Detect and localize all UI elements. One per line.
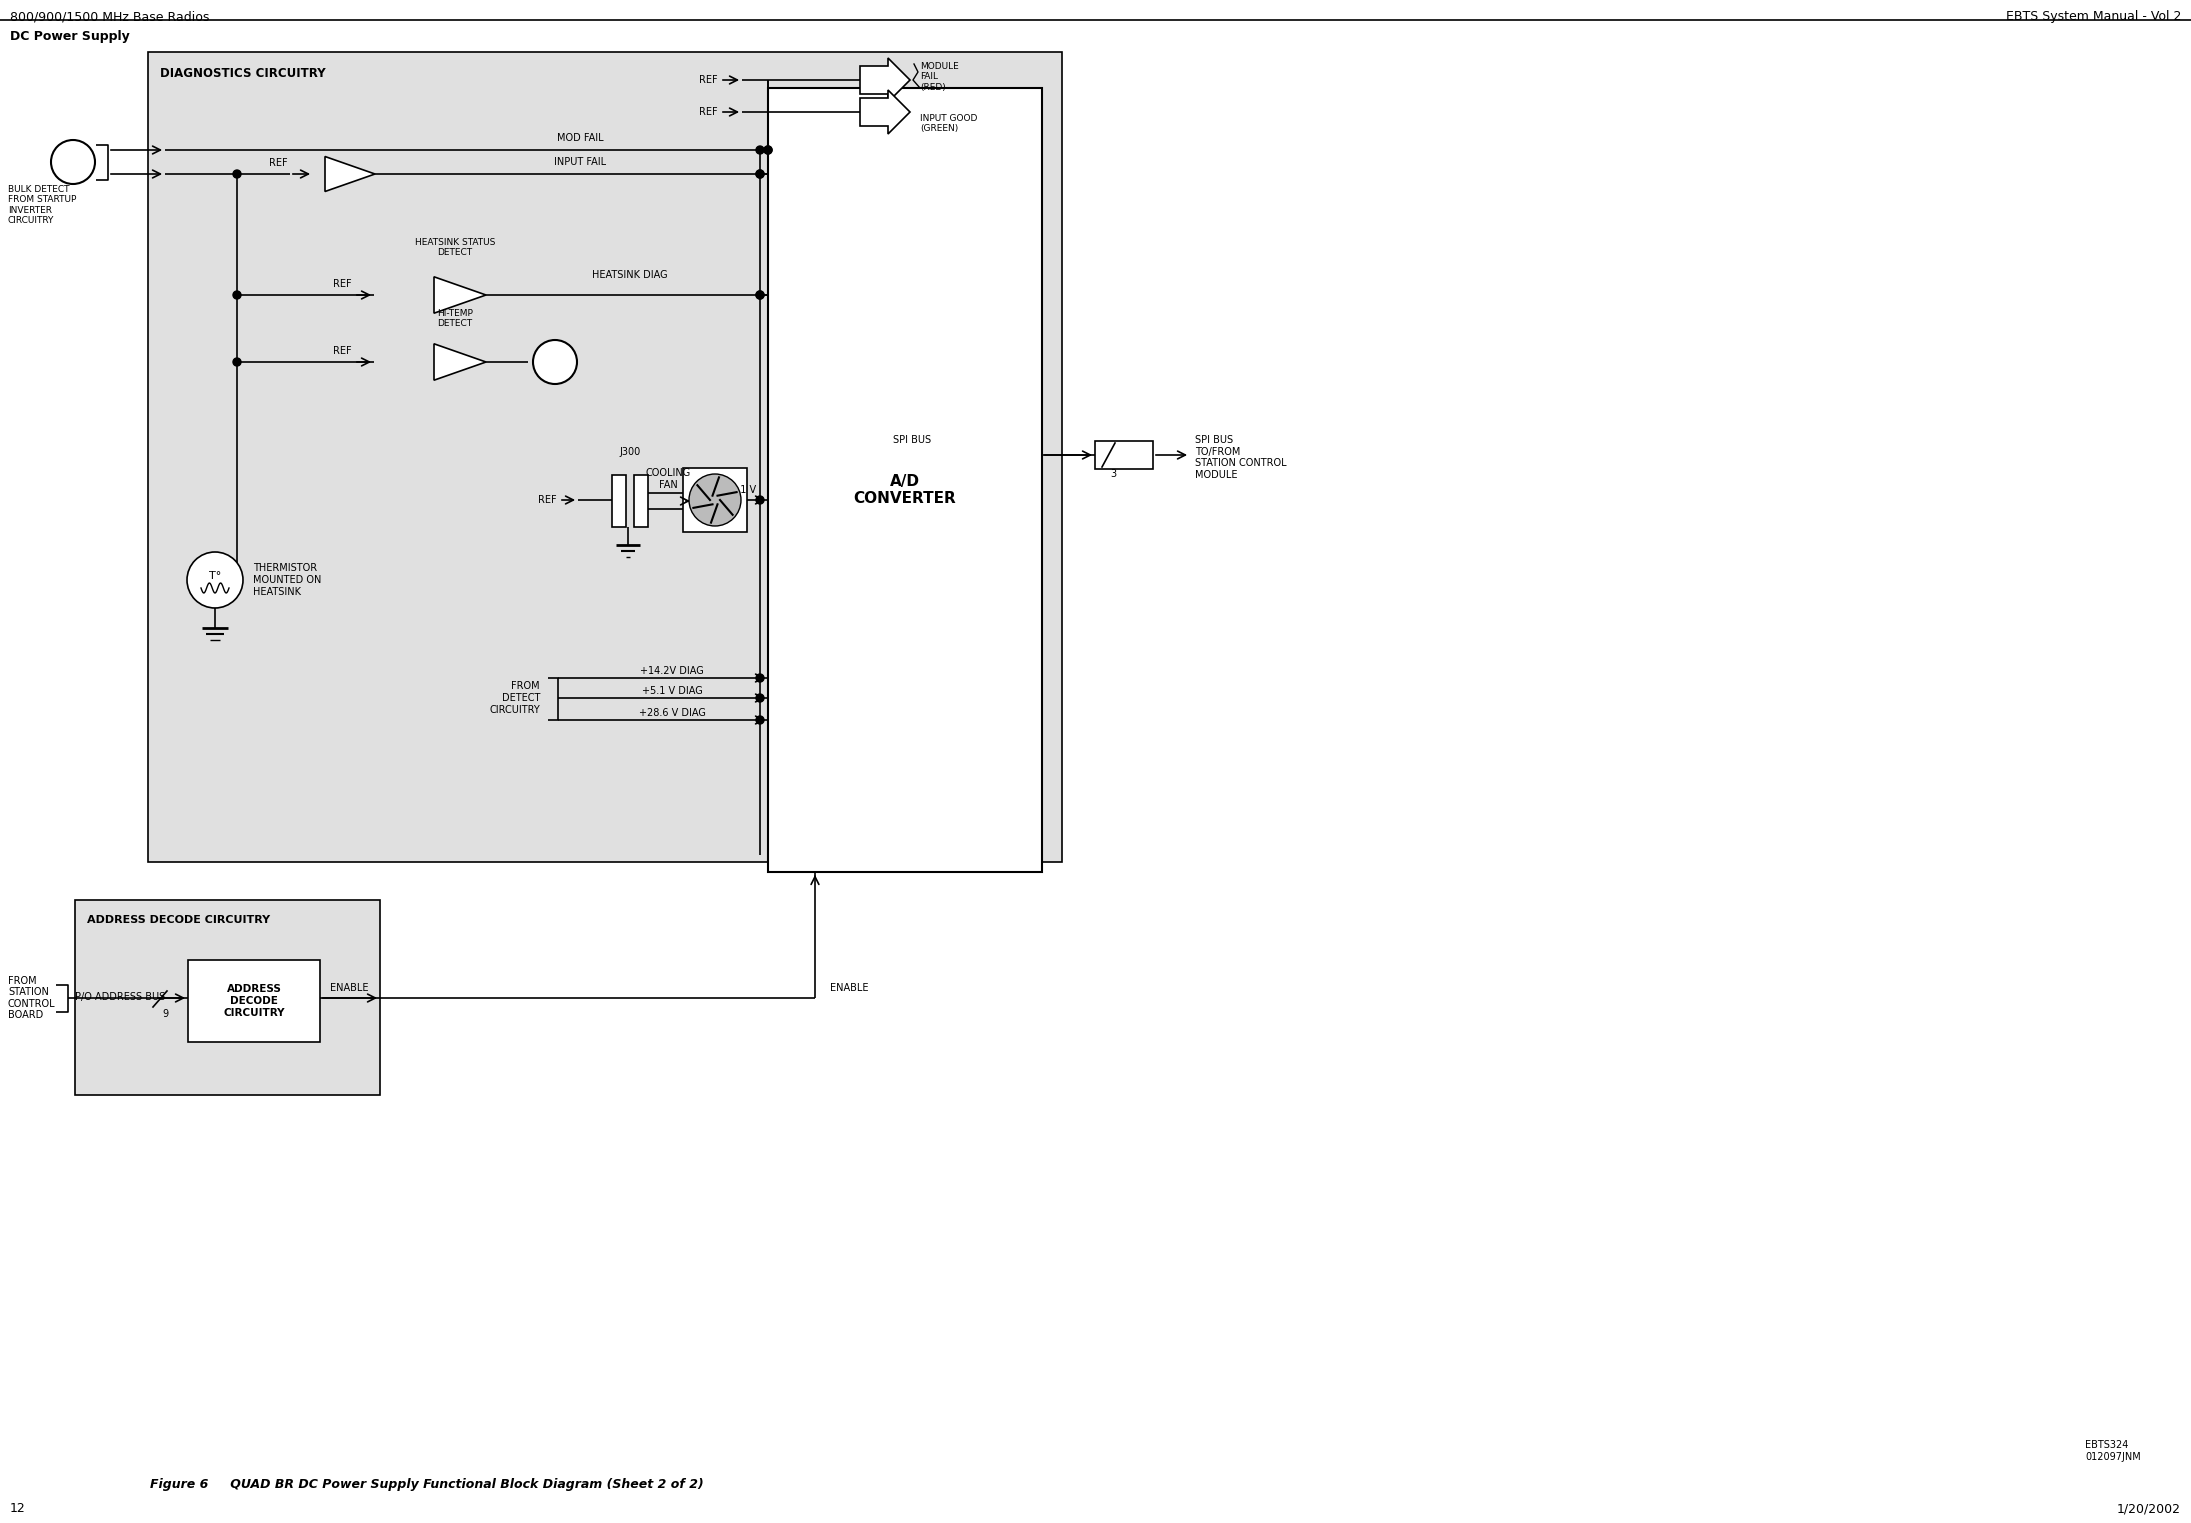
Text: REF: REF	[699, 75, 719, 85]
Text: 3: 3	[1111, 469, 1115, 480]
Text: P/O ADDRESS BUS: P/O ADDRESS BUS	[74, 991, 164, 1002]
Polygon shape	[434, 344, 486, 381]
Circle shape	[532, 340, 576, 384]
Text: 9: 9	[162, 1010, 169, 1019]
Text: A: A	[550, 355, 561, 369]
Bar	[769, 88, 1043, 873]
Bar	[1096, 442, 1152, 469]
Text: +28.6 V DIAG: +28.6 V DIAG	[638, 708, 706, 717]
Text: Figure 6     QUAD BR DC Power Supply Functional Block Diagram (Sheet 2 of 2): Figure 6 QUAD BR DC Power Supply Functio…	[149, 1477, 703, 1491]
Text: REF: REF	[333, 346, 353, 356]
Circle shape	[765, 146, 771, 154]
Text: SPI BUS: SPI BUS	[894, 436, 931, 445]
Text: 12: 12	[11, 1502, 26, 1515]
Text: T°: T°	[208, 571, 221, 580]
Text: SPI BUS
TO/FROM
STATION CONTROL
MODULE: SPI BUS TO/FROM STATION CONTROL MODULE	[1194, 436, 1286, 480]
Text: REF: REF	[333, 279, 353, 289]
Text: FROM
STATION
CONTROL
BOARD: FROM STATION CONTROL BOARD	[9, 976, 55, 1020]
Text: MODULE
FAIL
(RED): MODULE FAIL (RED)	[920, 62, 960, 91]
Text: 1/20/2002: 1/20/2002	[2117, 1502, 2180, 1515]
Text: +14.2V DIAG: +14.2V DIAG	[640, 666, 703, 676]
Polygon shape	[434, 277, 486, 314]
Text: REF: REF	[269, 158, 287, 168]
Circle shape	[756, 716, 765, 723]
Text: EBTS324
012097JNM: EBTS324 012097JNM	[2086, 1441, 2141, 1462]
Text: FROM
DETECT
CIRCUITRY: FROM DETECT CIRCUITRY	[489, 681, 539, 714]
Polygon shape	[861, 58, 909, 102]
Circle shape	[232, 171, 241, 178]
Text: REF: REF	[699, 107, 719, 117]
Circle shape	[756, 291, 765, 299]
Text: BULK DETECT
FROM STARTUP
INVERTER
CIRCUITRY: BULK DETECT FROM STARTUP INVERTER CIRCUI…	[9, 184, 77, 225]
Polygon shape	[324, 157, 375, 192]
Text: +5.1 V DIAG: +5.1 V DIAG	[642, 685, 703, 696]
Text: INPUT FAIL: INPUT FAIL	[554, 157, 607, 168]
Circle shape	[756, 496, 765, 504]
Bar	[74, 900, 379, 1095]
Text: HEATSINK DIAG: HEATSINK DIAG	[592, 270, 668, 280]
Text: ADDRESS DECODE CIRCUITRY: ADDRESS DECODE CIRCUITRY	[88, 915, 269, 924]
Circle shape	[756, 171, 765, 178]
Circle shape	[756, 694, 765, 702]
Text: REF: REF	[539, 495, 557, 506]
Text: ADDRESS
DECODE
CIRCUITRY: ADDRESS DECODE CIRCUITRY	[223, 984, 285, 1017]
Text: B: B	[68, 155, 79, 169]
Circle shape	[765, 146, 771, 154]
Circle shape	[688, 474, 741, 525]
Circle shape	[186, 551, 243, 608]
Bar	[633, 475, 649, 527]
Bar	[611, 475, 627, 527]
Text: EBTS System Manual - Vol 2: EBTS System Manual - Vol 2	[2005, 11, 2180, 23]
Text: ENABLE: ENABLE	[331, 982, 368, 993]
Circle shape	[232, 291, 241, 299]
Text: +5.1 V: +5.1 V	[723, 484, 756, 495]
Text: J300: J300	[620, 446, 640, 457]
Circle shape	[50, 140, 94, 184]
Text: 800/900/1500 MHz Base Radios: 800/900/1500 MHz Base Radios	[11, 11, 210, 23]
Circle shape	[756, 675, 765, 682]
Text: MOD FAIL: MOD FAIL	[557, 133, 603, 143]
Text: COOLING
FAN: COOLING FAN	[646, 468, 690, 489]
Text: HI-TEMP
DETECT: HI-TEMP DETECT	[436, 309, 473, 327]
Circle shape	[756, 171, 765, 178]
Circle shape	[756, 146, 765, 154]
Text: ENABLE: ENABLE	[830, 982, 868, 993]
Bar	[188, 959, 320, 1042]
Polygon shape	[861, 90, 909, 134]
Text: INPUT GOOD
(GREEN): INPUT GOOD (GREEN)	[920, 114, 977, 134]
Bar	[149, 52, 1063, 862]
Text: A/D
CONVERTER: A/D CONVERTER	[854, 474, 957, 506]
Text: HEATSINK STATUS
DETECT: HEATSINK STATUS DETECT	[414, 238, 495, 257]
Circle shape	[756, 291, 765, 299]
Bar	[684, 468, 747, 532]
Text: THERMISTOR
MOUNTED ON
HEATSINK: THERMISTOR MOUNTED ON HEATSINK	[252, 564, 322, 597]
Text: DC Power Supply: DC Power Supply	[11, 30, 129, 43]
Circle shape	[232, 358, 241, 366]
Text: DIAGNOSTICS CIRCUITRY: DIAGNOSTICS CIRCUITRY	[160, 67, 326, 81]
